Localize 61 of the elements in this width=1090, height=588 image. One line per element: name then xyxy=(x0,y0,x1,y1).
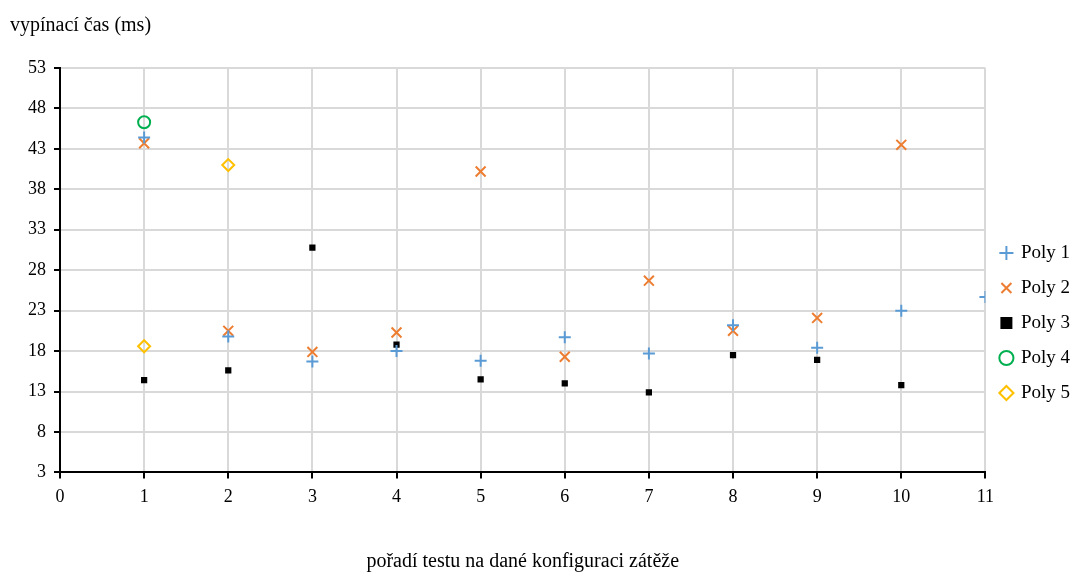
point xyxy=(138,137,151,150)
legend-label: Poly 4 xyxy=(1020,345,1071,367)
x-tick-label: 6 xyxy=(560,485,570,506)
y-tick-label: 33 xyxy=(28,218,46,239)
x-tick-label: 8 xyxy=(728,485,738,506)
point xyxy=(895,138,908,151)
point xyxy=(137,339,152,354)
point xyxy=(390,326,403,339)
y-tick-label: 23 xyxy=(28,299,46,320)
point xyxy=(477,376,484,383)
x-tick-label: 10 xyxy=(892,485,911,506)
x-tick-label: 1 xyxy=(139,485,149,506)
legend-label: Poly 3 xyxy=(1020,310,1071,332)
point xyxy=(474,165,487,178)
x-tick-label: 3 xyxy=(307,485,317,506)
x-axis-title: pořadí testu na dané konfiguraci zátěže xyxy=(366,549,680,573)
point xyxy=(473,353,488,368)
x-tick-label: 4 xyxy=(392,485,402,506)
point xyxy=(898,381,905,389)
point xyxy=(389,344,404,359)
x-tick-label: 2 xyxy=(223,485,233,506)
point xyxy=(305,354,320,369)
point xyxy=(309,244,316,251)
x-tick-label: 9 xyxy=(812,485,822,506)
point xyxy=(306,345,319,358)
y-tick-label: 3 xyxy=(37,461,46,482)
point xyxy=(814,356,821,364)
y-tick-label: 43 xyxy=(28,137,46,158)
legend-label: Poly 2 xyxy=(1020,275,1071,297)
point xyxy=(221,329,236,344)
x-tick-label: 0 xyxy=(55,485,65,506)
point xyxy=(137,115,152,130)
point xyxy=(726,318,741,333)
point xyxy=(642,274,655,287)
point xyxy=(558,350,571,363)
point xyxy=(225,367,232,374)
x-tick-label: 5 xyxy=(476,485,486,506)
legend-label: Poly 1 xyxy=(1020,240,1071,262)
point xyxy=(811,311,824,324)
point xyxy=(557,330,572,345)
point xyxy=(561,380,568,387)
point xyxy=(810,340,825,355)
y-tick-label: 38 xyxy=(28,178,46,199)
y-tick-label: 13 xyxy=(28,380,46,401)
point xyxy=(221,158,236,173)
point xyxy=(645,389,653,396)
y-tick-label: 18 xyxy=(28,339,46,360)
point xyxy=(141,377,148,384)
x-tick-label: 11 xyxy=(976,485,995,506)
y-tick-label: 53 xyxy=(28,56,46,77)
x-tick-label: 7 xyxy=(644,485,654,506)
point xyxy=(729,352,737,359)
y-tick-label: 48 xyxy=(28,97,46,118)
y-tick-label: 28 xyxy=(28,258,46,279)
point xyxy=(137,130,152,145)
y-tick-label: 8 xyxy=(37,420,46,441)
point xyxy=(641,346,656,361)
y-axis-title: vypínací čas (ms) xyxy=(10,13,152,37)
point xyxy=(222,324,235,337)
legend-label: Poly 5 xyxy=(1020,380,1071,402)
point xyxy=(894,303,909,318)
